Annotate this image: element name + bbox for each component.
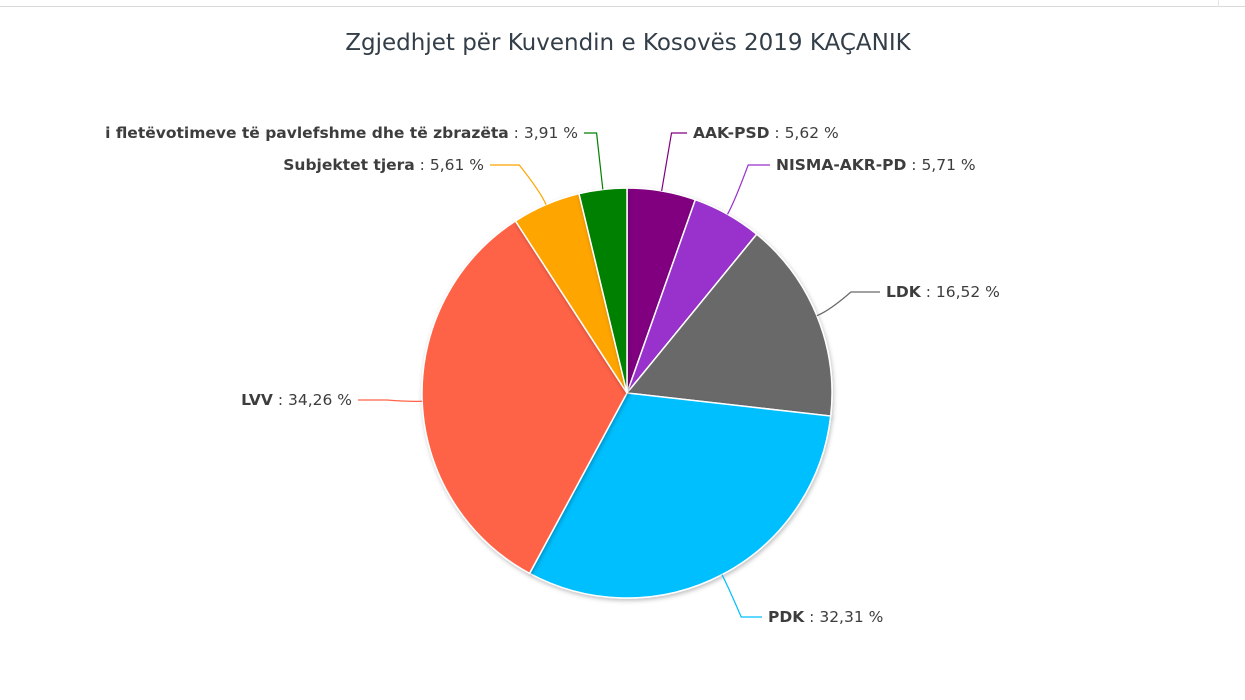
- slice-label-value: 34,26 %: [288, 391, 352, 409]
- slice-label-1: NISMA-AKR-PD : 5,71 %: [776, 156, 976, 174]
- slice-label-4: LVV : 34,26 %: [241, 391, 352, 409]
- slice-label-name: PDK: [768, 608, 805, 626]
- slice-label-name: LDK: [886, 283, 922, 301]
- connector-5: [490, 164, 547, 205]
- slice-label-name: LVV: [241, 391, 273, 409]
- slice-label-value: 32,31 %: [819, 608, 883, 626]
- slice-label-2: LDK : 16,52 %: [886, 283, 1000, 301]
- slice-label-name: Subjektet tjera: [283, 156, 415, 174]
- slice-label-value: 5,62 %: [785, 124, 839, 142]
- pie-slice-6[interactable]: [578, 187, 628, 394]
- slice-label-name: NISMA-AKR-PD: [776, 156, 906, 174]
- slice-label-value: 5,71 %: [921, 156, 975, 174]
- chart-title: Zgjedhjet për Kuvendin e Kosovës 2019 KA…: [345, 30, 911, 56]
- slice-label-name: AAK-PSD: [693, 124, 770, 142]
- connector-4: [358, 399, 423, 402]
- connector-1: [726, 164, 770, 215]
- connector-6: [584, 132, 604, 190]
- top-divider-tick: [1218, 0, 1219, 7]
- slice-label-0: AAK-PSD : 5,62 %: [693, 124, 839, 142]
- slice-label-name: i fletëvotimeve të pavlefshme dhe të zbr…: [105, 124, 509, 142]
- slice-label-value: 3,91 %: [524, 124, 578, 142]
- pie-slice-4[interactable]: [421, 219, 628, 575]
- slice-label-value: 16,52 %: [936, 283, 1000, 301]
- connector-2: [816, 291, 880, 317]
- slice-label-5: Subjektet tjera : 5,61 %: [283, 156, 484, 174]
- top-divider: [0, 6, 1245, 7]
- connector-0: [661, 132, 687, 192]
- slice-label-value: 5,61 %: [430, 156, 484, 174]
- slice-label-6: i fletëvotimeve të pavlefshme dhe të zbr…: [105, 124, 578, 142]
- slice-label-3: PDK : 32,31 %: [768, 608, 883, 626]
- connector-3: [721, 574, 762, 618]
